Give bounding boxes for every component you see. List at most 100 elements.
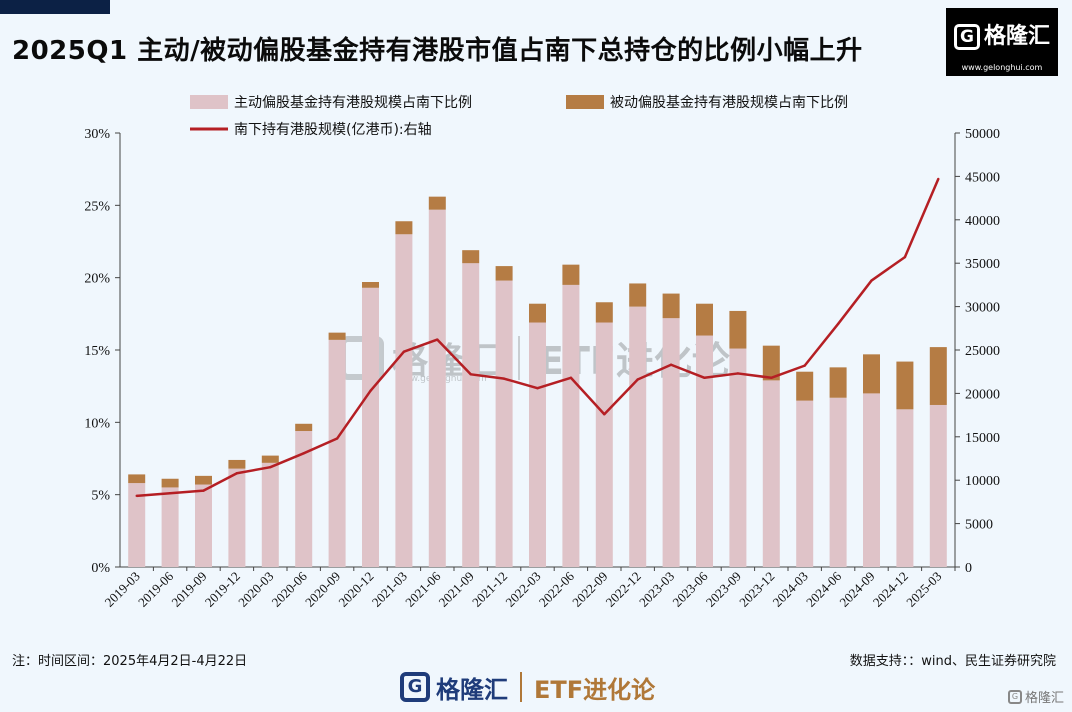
- bar-passive: [428, 196, 446, 210]
- right-axis-tick-label: 15000: [965, 431, 1000, 446]
- x-axis-tick-label: 2023-06: [669, 568, 711, 610]
- bar-passive: [161, 478, 179, 488]
- line-point: [536, 386, 539, 390]
- page-title: 2025Q1 主动/被动偏股基金持有港股市值占南下总持仓的比例小幅上升: [12, 36, 863, 66]
- bar-active: [762, 380, 780, 567]
- bar-active: [796, 400, 814, 567]
- left-axis-tick-label: 25%: [84, 199, 110, 214]
- bar-passive: [929, 347, 947, 405]
- bar-active: [696, 335, 713, 567]
- bar-passive: [128, 474, 146, 484]
- line-point: [469, 373, 472, 376]
- x-axis-tick-label: 2023-09: [703, 569, 744, 610]
- x-axis-tick-label: 2022-12: [603, 569, 644, 610]
- right-axis-tick-label: 20000: [965, 387, 1000, 402]
- right-axis-tick-label: 10000: [965, 474, 1000, 489]
- bar-passive: [829, 367, 847, 398]
- left-axis-tick-label: 15%: [84, 344, 110, 359]
- bar-passive: [362, 282, 379, 288]
- bar-active: [829, 397, 847, 567]
- bar-passive: [328, 332, 346, 340]
- x-axis-tick-label: 2020-03: [235, 569, 276, 610]
- combo-chart: 0% 5% 10% 15% 20% 25% 30% 0 5000 10000 15000 20000 2…: [84, 94, 1000, 610]
- bar-active: [128, 483, 146, 567]
- bar-passive: [896, 361, 914, 410]
- right-axis-tick-label: 5000: [965, 518, 993, 533]
- bar-passive: [495, 266, 513, 281]
- footer-divider: [520, 672, 522, 702]
- x-axis-tick-label: 2024-03: [770, 569, 811, 610]
- x-axis-tick-label: 2021-03: [369, 569, 410, 610]
- x-axis-tick-label: 2025-03: [903, 569, 944, 610]
- bar-active: [896, 409, 914, 567]
- line-point: [937, 177, 940, 181]
- line-point: [569, 376, 573, 379]
- line-point: [603, 413, 606, 416]
- footer-etf-label: ETF进化论: [534, 675, 656, 704]
- bar-active: [362, 287, 379, 567]
- x-axis-tick-label: 2021-09: [436, 569, 477, 610]
- x-axis-tick-label: 2022-03: [502, 569, 543, 610]
- x-axis-tick-label: 2024-09: [836, 569, 877, 610]
- x-axis-tick-label: 2019-09: [168, 569, 209, 610]
- x-axis-tick-label: 2021-12: [469, 569, 510, 610]
- bar-passive: [228, 459, 246, 469]
- legend-swatch: [190, 95, 228, 109]
- line-point: [135, 494, 138, 498]
- line-point: [736, 372, 740, 375]
- bar-active: [295, 431, 313, 567]
- x-axis-tick-label: 2021-06: [402, 568, 444, 610]
- bar-passive: [595, 302, 613, 323]
- right-axis-tick-label: 40000: [965, 214, 1000, 229]
- line-point: [302, 452, 305, 455]
- bar-active: [195, 484, 212, 567]
- bar-active: [629, 306, 647, 567]
- data-source-note: 数据支持：：wind、民生证券研究院: [849, 654, 1056, 669]
- right-axis-tick-label: 0: [965, 561, 972, 576]
- left-axis-tick-label: 0%: [91, 561, 110, 576]
- right-axis-tick-label: 25000: [965, 344, 1000, 359]
- bar-passive: [629, 283, 647, 307]
- line-point: [636, 378, 639, 381]
- bar-active: [562, 284, 580, 567]
- brand-logo: G 格隆汇 www.gelonghui.com: [946, 8, 1058, 76]
- x-axis-tick-label: 2019-12: [202, 569, 243, 610]
- x-axis-tick-label: 2022-06: [536, 568, 578, 610]
- line-point: [803, 364, 806, 367]
- x-axis-tick-label: 2024-06: [803, 568, 845, 610]
- footer-logo-icon: G: [400, 672, 430, 702]
- right-axis-tick-label: 50000: [965, 127, 1000, 142]
- left-axis-tick-label: 30%: [84, 127, 110, 142]
- bar-passive: [195, 475, 212, 485]
- bar-passive: [462, 250, 480, 264]
- line-point: [369, 389, 372, 392]
- left-axis-tick-label: 20%: [84, 272, 110, 287]
- time-range-note: 注：时间区间：2025年4月2日-4月22日: [12, 654, 248, 669]
- x-axis-tick-label: 2020-06: [269, 568, 311, 610]
- brand-name: 格隆汇: [983, 24, 1050, 49]
- footer-brand: G 格隆汇 ETF进化论: [400, 666, 655, 708]
- bar-active: [261, 462, 279, 567]
- line-point: [502, 377, 506, 380]
- bar-passive: [261, 455, 279, 463]
- line-point: [770, 376, 773, 379]
- bar-passive: [762, 345, 780, 381]
- bar-passive: [696, 303, 713, 336]
- bar-active: [495, 280, 513, 567]
- legend-label: 南下持有港股规模(亿港币):右轴: [234, 122, 432, 138]
- bar-active: [662, 318, 680, 567]
- bar-active: [161, 487, 179, 567]
- x-axis-tick-label: 2024-12: [870, 569, 911, 610]
- bar-passive: [729, 310, 747, 349]
- right-axis-tick-label: 45000: [965, 170, 1000, 185]
- line-point: [335, 437, 339, 440]
- line-point: [703, 376, 706, 379]
- line-point: [402, 350, 406, 353]
- line-point: [836, 322, 840, 326]
- right-axis-tick-label: 35000: [965, 257, 1000, 272]
- bar-passive: [529, 303, 546, 323]
- bar-active: [529, 322, 546, 567]
- bar-active: [462, 263, 480, 567]
- line-point: [202, 489, 205, 492]
- bar-passive: [796, 371, 814, 401]
